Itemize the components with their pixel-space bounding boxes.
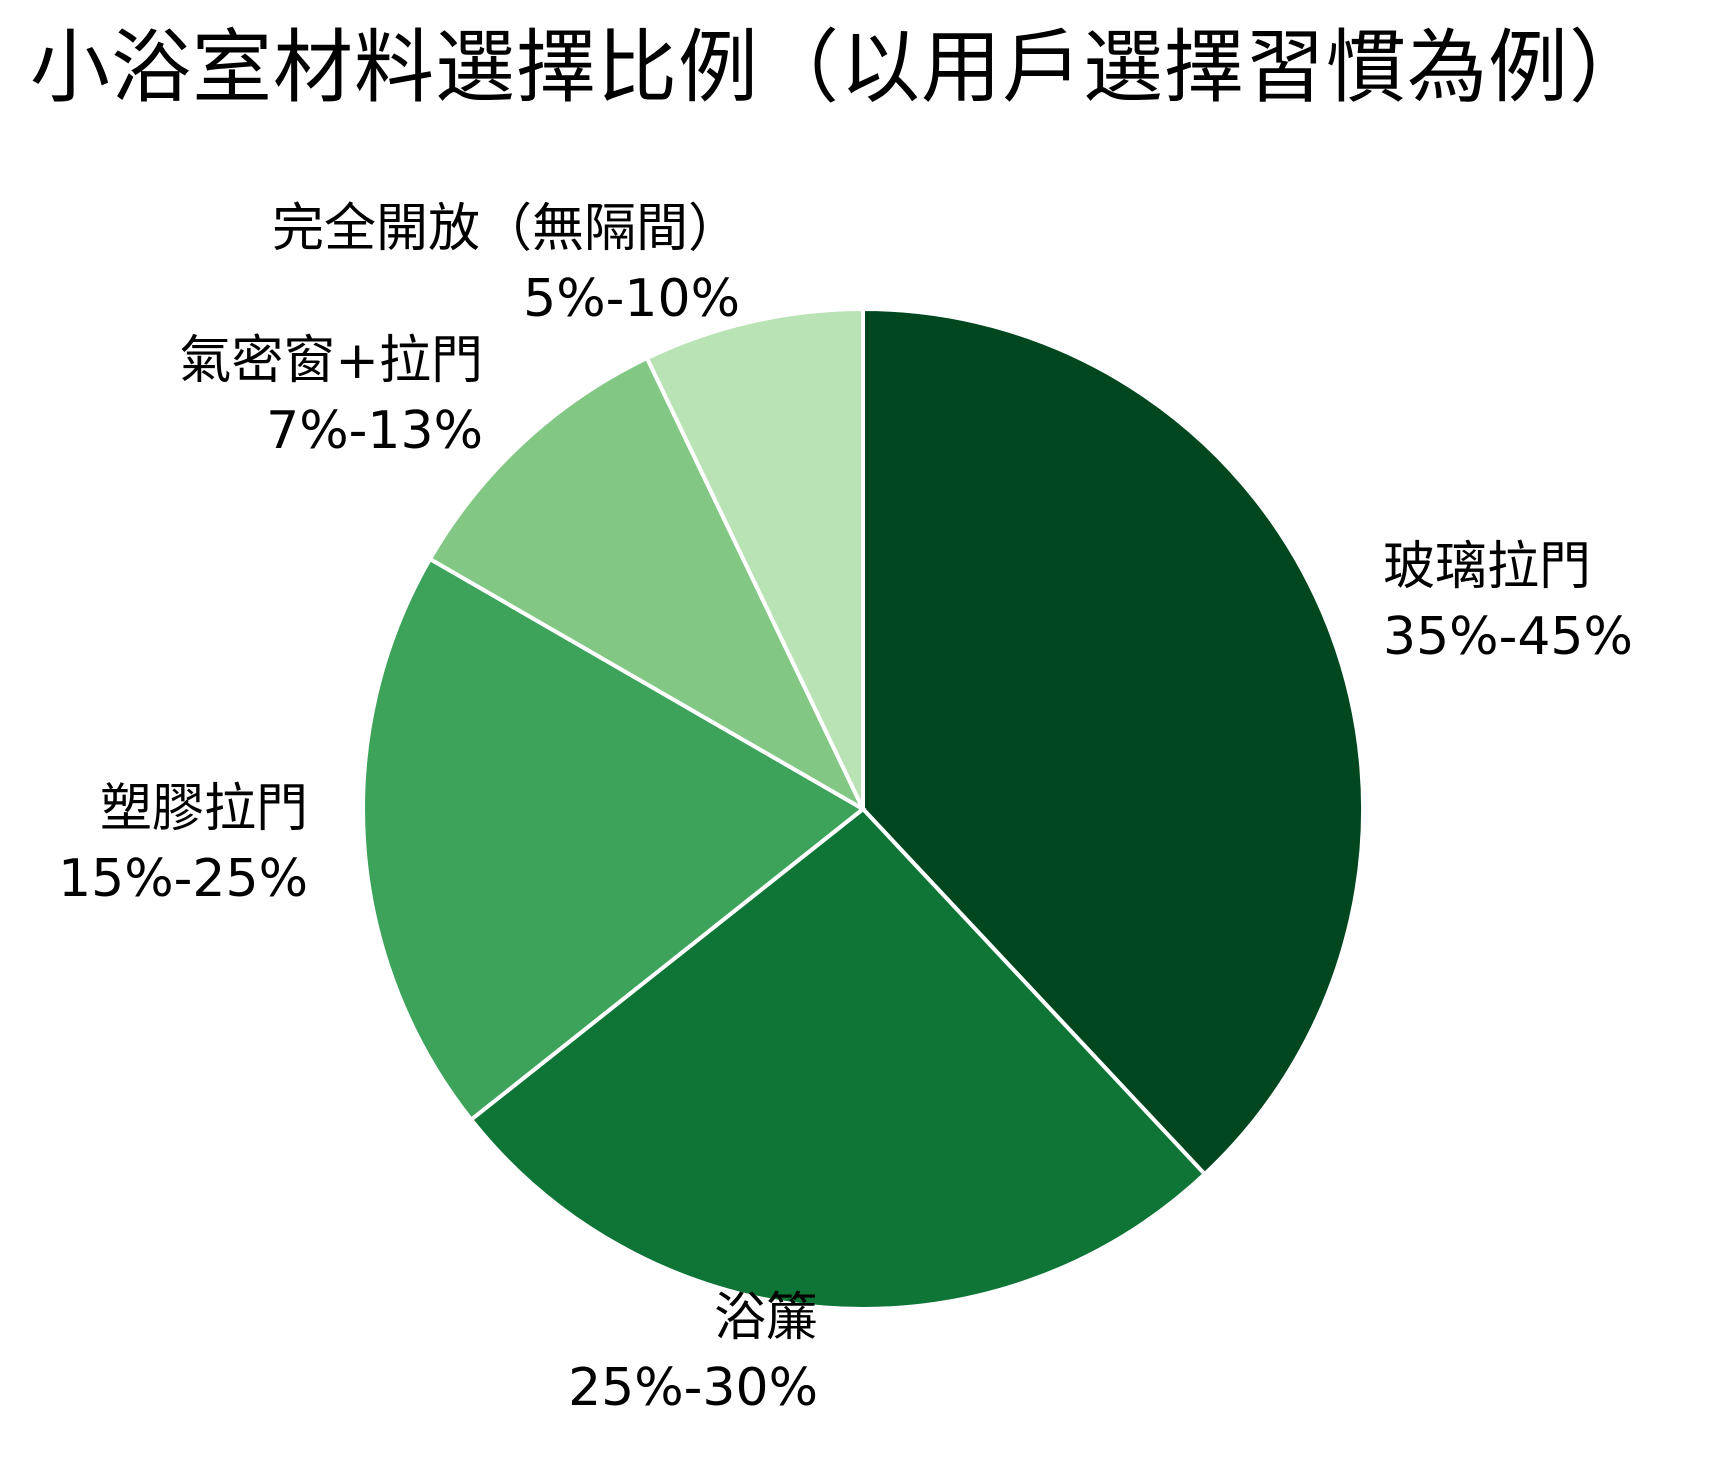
label-range: 35%-45%: [1383, 607, 1633, 667]
label-name: 塑膠拉門: [99, 779, 308, 839]
label-fully-open: 完全開放（無隔間） 5%-10%: [272, 194, 740, 334]
slice-glass-sliding-door: [861, 306, 1366, 1177]
label-airtight-window-door: 氣密窗+拉門 7%-13%: [179, 326, 483, 466]
label-range: 15%-25%: [58, 849, 308, 909]
chart-title: 小浴室材料選擇比例（以用戶選擇習慣為例）: [30, 21, 1650, 114]
label-range: 25%-30%: [568, 1358, 818, 1418]
label-shower-curtain: 浴簾 25%-30%: [568, 1283, 818, 1423]
label-range: 5%-10%: [523, 269, 740, 329]
slice-shower-curtain: [468, 806, 1208, 1311]
label-name: 浴簾: [713, 1288, 818, 1348]
label-glass-sliding-door: 玻璃拉門 35%-45%: [1383, 532, 1633, 672]
slice-fully-open: [644, 306, 865, 810]
slice-airtight-window-door: [427, 355, 868, 814]
label-name: 完全開放（無隔間）: [271, 199, 740, 259]
label-name: 玻璃拉門: [1383, 537, 1592, 597]
label-range: 7%-13%: [266, 401, 483, 461]
slice-plastic-sliding-door: [361, 556, 867, 1123]
label-plastic-sliding-door: 塑膠拉門 15%-25%: [58, 774, 308, 914]
label-name: 氣密窗+拉門: [179, 331, 483, 391]
